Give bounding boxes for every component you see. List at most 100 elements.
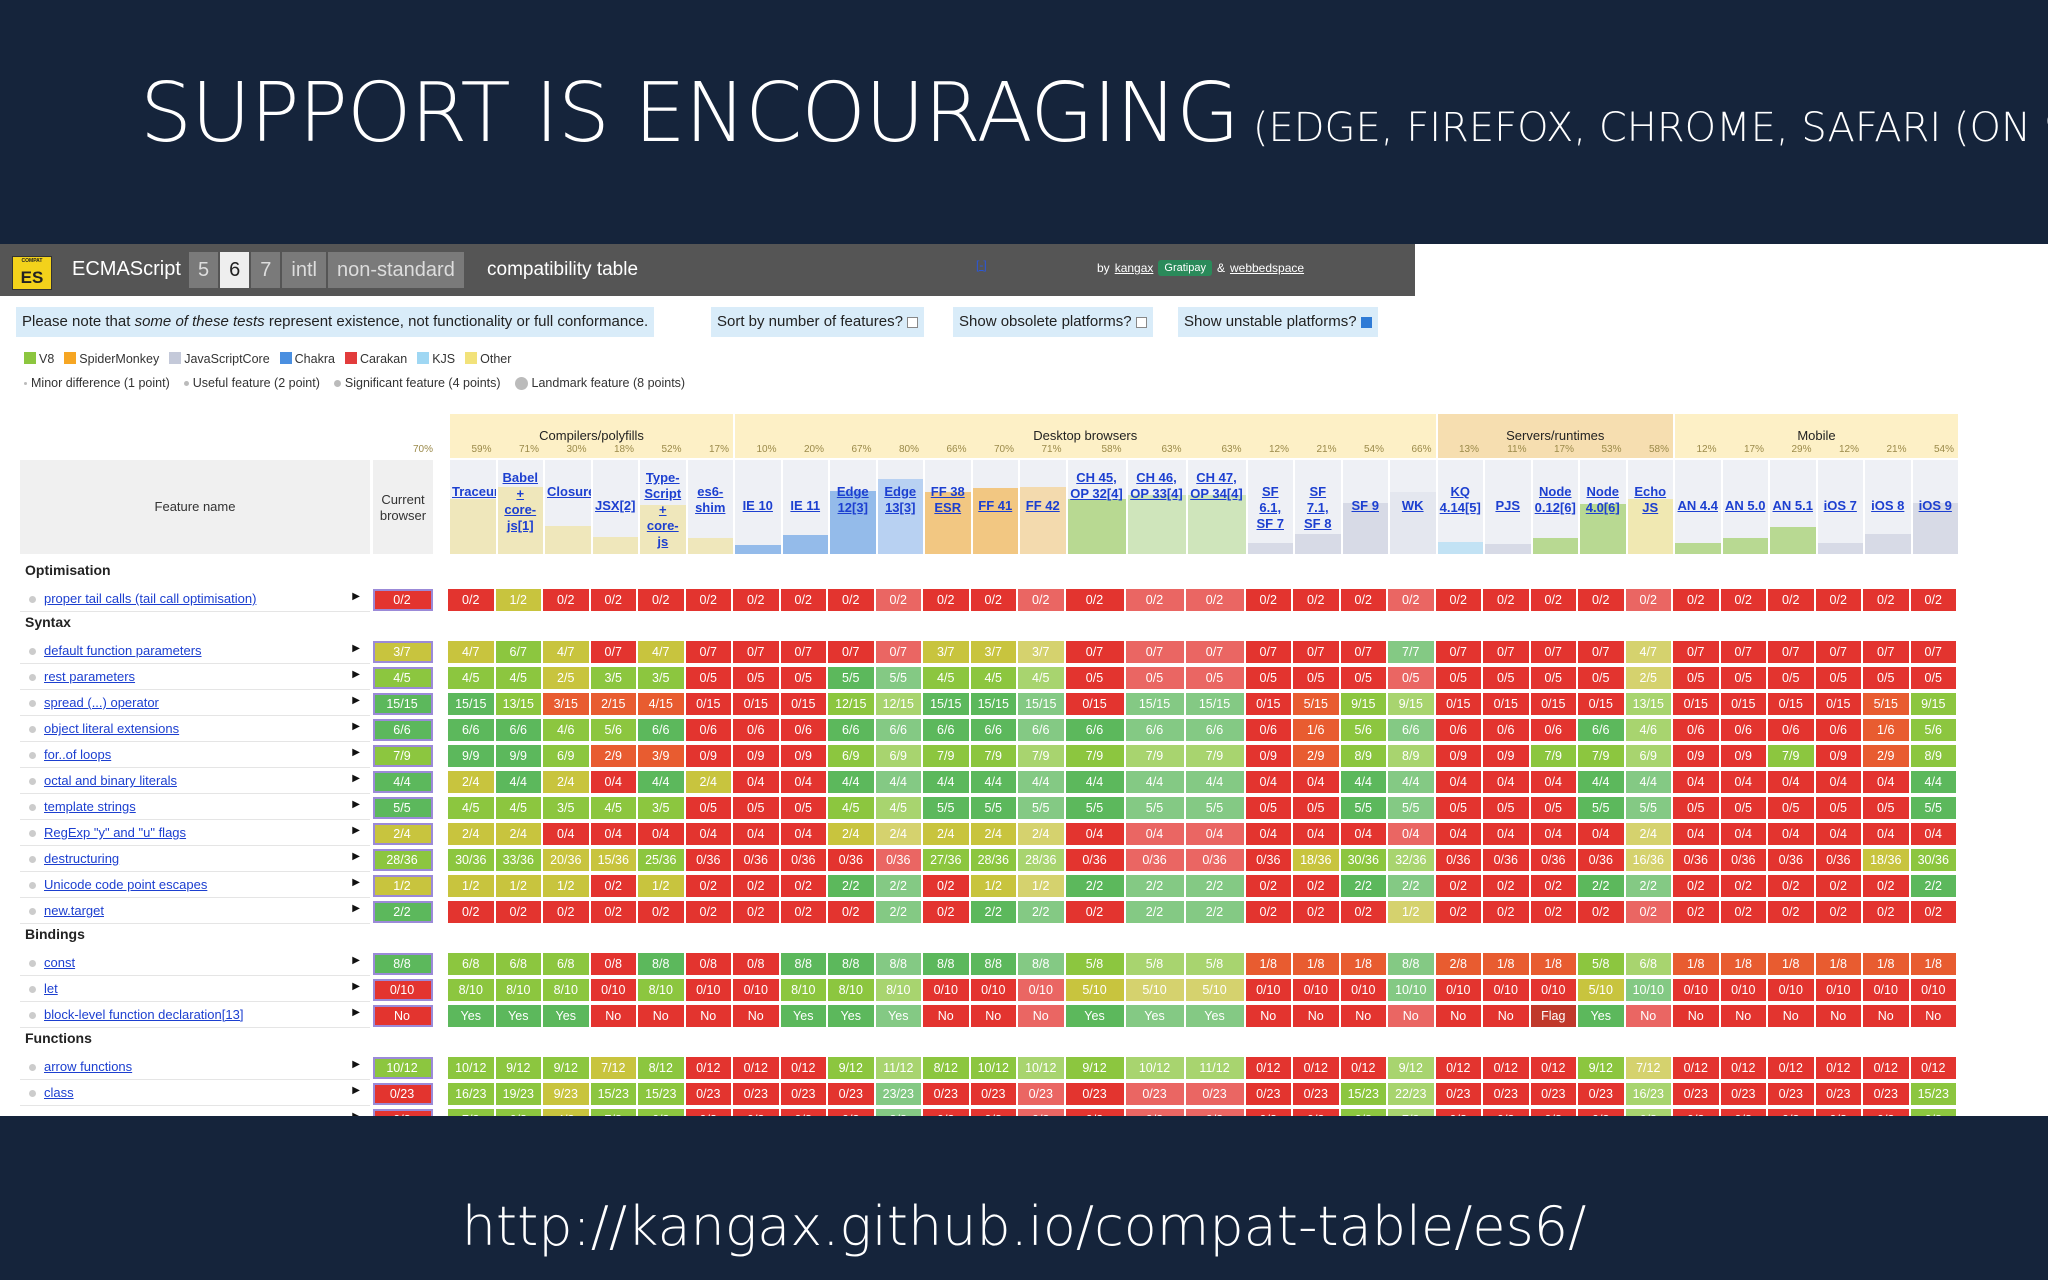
browser-header-5[interactable]: es6-shim bbox=[685, 460, 733, 554]
gratipay-button[interactable]: Gratipay bbox=[1158, 260, 1212, 276]
browser-header-30[interactable]: iOS 9 bbox=[1910, 460, 1958, 554]
feature-link[interactable]: block-level function declaration[13] bbox=[44, 1007, 244, 1022]
browser-header-11[interactable]: FF 41 bbox=[970, 460, 1018, 554]
browser-name[interactable]: FF 41 bbox=[978, 498, 1013, 513]
browser-name[interactable]: SF 7.1, SF 8 bbox=[1304, 484, 1332, 531]
expand-triangle-icon[interactable]: ▶ bbox=[352, 1085, 360, 1096]
browser-header-8[interactable]: Edge 12[3] bbox=[828, 460, 876, 554]
browser-header-0[interactable]: Traceur bbox=[448, 460, 496, 554]
webbedspace-link[interactable]: webbedspace bbox=[1229, 261, 1305, 275]
browser-name[interactable]: SF 9 bbox=[1351, 498, 1379, 513]
expand-triangle-icon[interactable]: ▶ bbox=[352, 1111, 360, 1116]
browser-name[interactable]: Echo JS bbox=[1634, 484, 1667, 515]
browser-header-3[interactable]: JSX[2] bbox=[590, 460, 638, 554]
browser-header-22[interactable]: Node 0.12[6] bbox=[1530, 460, 1578, 554]
browser-name[interactable]: FF 38 ESR bbox=[930, 484, 965, 515]
browser-header-17[interactable]: SF 7.1, SF 8 bbox=[1293, 460, 1341, 554]
browser-header-4[interactable]: Type-Script + core-js bbox=[638, 460, 686, 554]
feature-link[interactable]: for..of loops bbox=[44, 747, 112, 762]
browser-header-21[interactable]: PJS bbox=[1483, 460, 1531, 554]
source-url[interactable]: http://kangax.github.io/compat-table/es6… bbox=[461, 1195, 1587, 1258]
browser-header-28[interactable]: iOS 7 bbox=[1815, 460, 1863, 554]
expand-triangle-icon[interactable]: ▶ bbox=[352, 695, 360, 706]
browser-header-13[interactable]: CH 45, OP 32[4] bbox=[1065, 460, 1126, 554]
browser-name[interactable]: WK bbox=[1401, 498, 1424, 513]
feature-link[interactable]: proper tail calls (tail call optimisatio… bbox=[44, 591, 257, 606]
feature-link[interactable]: new.target bbox=[44, 903, 104, 918]
browser-header-9[interactable]: Edge 13[3] bbox=[875, 460, 923, 554]
browser-name[interactable]: Edge 13[3] bbox=[884, 484, 917, 515]
feature-link[interactable]: class bbox=[44, 1085, 74, 1100]
feature-link[interactable]: super bbox=[44, 1111, 77, 1116]
browser-name[interactable]: Node 0.12[6] bbox=[1534, 484, 1576, 515]
feature-link[interactable]: let bbox=[44, 981, 58, 996]
feature-link[interactable]: arrow functions bbox=[44, 1059, 133, 1074]
feature-link[interactable]: Unicode code point escapes bbox=[44, 877, 208, 892]
browser-name[interactable]: CH 45, OP 32[4] bbox=[1070, 470, 1123, 501]
feature-link[interactable]: template strings bbox=[44, 799, 136, 814]
expand-triangle-icon[interactable]: ▶ bbox=[352, 1007, 360, 1018]
browser-header-27[interactable]: AN 5.1 bbox=[1768, 460, 1816, 554]
feature-link[interactable]: default function parameters bbox=[44, 643, 202, 658]
version-tab-3[interactable]: intl bbox=[282, 252, 326, 288]
version-tab-2[interactable]: 7 bbox=[251, 252, 281, 288]
version-tab-4[interactable]: non-standard bbox=[327, 252, 464, 288]
browser-header-19[interactable]: WK bbox=[1388, 460, 1436, 554]
browser-name[interactable]: CH 47, OP 34[4] bbox=[1190, 470, 1243, 501]
feature-link[interactable]: octal and binary literals bbox=[44, 773, 177, 788]
obsolete-checkbox[interactable] bbox=[1135, 316, 1147, 328]
expand-triangle-icon[interactable]: ▶ bbox=[352, 955, 360, 966]
expand-triangle-icon[interactable]: ▶ bbox=[352, 591, 360, 602]
browser-name[interactable]: Type-Script + core-js bbox=[644, 470, 682, 549]
browser-header-18[interactable]: SF 9 bbox=[1340, 460, 1388, 554]
browser-header-20[interactable]: KQ 4.14[5] bbox=[1435, 460, 1483, 554]
browser-name[interactable]: FF 42 bbox=[1025, 498, 1060, 513]
expand-triangle-icon[interactable]: ▶ bbox=[352, 643, 360, 654]
browser-header-23[interactable]: Node 4.0[6] bbox=[1578, 460, 1626, 554]
browser-header-2[interactable]: Closure bbox=[543, 460, 591, 554]
browser-header-1[interactable]: Babel + core-js[1] bbox=[495, 460, 543, 554]
expand-triangle-icon[interactable]: ▶ bbox=[352, 851, 360, 862]
sort-checkbox[interactable] bbox=[906, 316, 918, 328]
browser-name[interactable]: CH 46, OP 33[4] bbox=[1130, 470, 1183, 501]
feature-link[interactable]: const bbox=[44, 955, 76, 970]
browser-header-24[interactable]: Echo JS bbox=[1625, 460, 1673, 554]
expand-triangle-icon[interactable]: ▶ bbox=[352, 799, 360, 810]
browser-header-7[interactable]: IE 11 bbox=[780, 460, 828, 554]
sort-option[interactable]: Sort by number of features? bbox=[711, 307, 924, 337]
browser-header-15[interactable]: CH 47, OP 34[4] bbox=[1185, 460, 1246, 554]
expand-triangle-icon[interactable]: ▶ bbox=[352, 747, 360, 758]
browser-header-14[interactable]: CH 46, OP 33[4] bbox=[1125, 460, 1186, 554]
browser-header-25[interactable]: AN 4.4 bbox=[1673, 460, 1721, 554]
expand-triangle-icon[interactable]: ▶ bbox=[352, 1059, 360, 1070]
feature-link[interactable]: destructuring bbox=[44, 851, 120, 866]
browser-header-16[interactable]: SF 6.1, SF 7 bbox=[1245, 460, 1293, 554]
browser-name[interactable]: iOS 9 bbox=[1918, 498, 1952, 513]
version-tab-0[interactable]: 5 bbox=[189, 252, 219, 288]
unstable-option[interactable]: Show unstable platforms? bbox=[1178, 307, 1378, 337]
feature-link[interactable]: RegExp "y" and "u" flags bbox=[44, 825, 187, 840]
expand-triangle-icon[interactable]: ▶ bbox=[352, 903, 360, 914]
browser-name[interactable]: Node 4.0[6] bbox=[1585, 484, 1620, 515]
browser-header-29[interactable]: iOS 8 bbox=[1863, 460, 1911, 554]
browser-name[interactable]: JSX[2] bbox=[595, 498, 636, 513]
feature-link[interactable]: rest parameters bbox=[44, 669, 136, 684]
browser-name[interactable]: iOS 8 bbox=[1871, 498, 1905, 513]
unstable-checkbox[interactable] bbox=[1360, 316, 1372, 328]
author-link[interactable]: kangax bbox=[1114, 261, 1154, 275]
browser-name[interactable]: KQ 4.14[5] bbox=[1439, 484, 1481, 515]
browser-name[interactable]: Closure bbox=[547, 484, 591, 499]
obsolete-option[interactable]: Show obsolete platforms? bbox=[953, 307, 1153, 337]
browser-name[interactable]: IE 10 bbox=[742, 498, 773, 513]
browser-name[interactable]: es6-shim bbox=[695, 484, 726, 515]
expand-triangle-icon[interactable]: ▶ bbox=[352, 981, 360, 992]
feature-link[interactable]: object literal extensions bbox=[44, 721, 180, 736]
browser-name[interactable]: iOS 7 bbox=[1823, 498, 1857, 513]
browser-name[interactable]: Babel + core-js[1] bbox=[502, 470, 538, 533]
expand-triangle-icon[interactable]: ▶ bbox=[352, 721, 360, 732]
feature-link[interactable]: spread (...) operator bbox=[44, 695, 159, 710]
browser-name[interactable]: AN 5.1 bbox=[1772, 498, 1813, 513]
browser-name[interactable]: PJS bbox=[1495, 498, 1521, 513]
browser-header-26[interactable]: AN 5.0 bbox=[1720, 460, 1768, 554]
version-tab-1[interactable]: 6 bbox=[220, 252, 250, 288]
